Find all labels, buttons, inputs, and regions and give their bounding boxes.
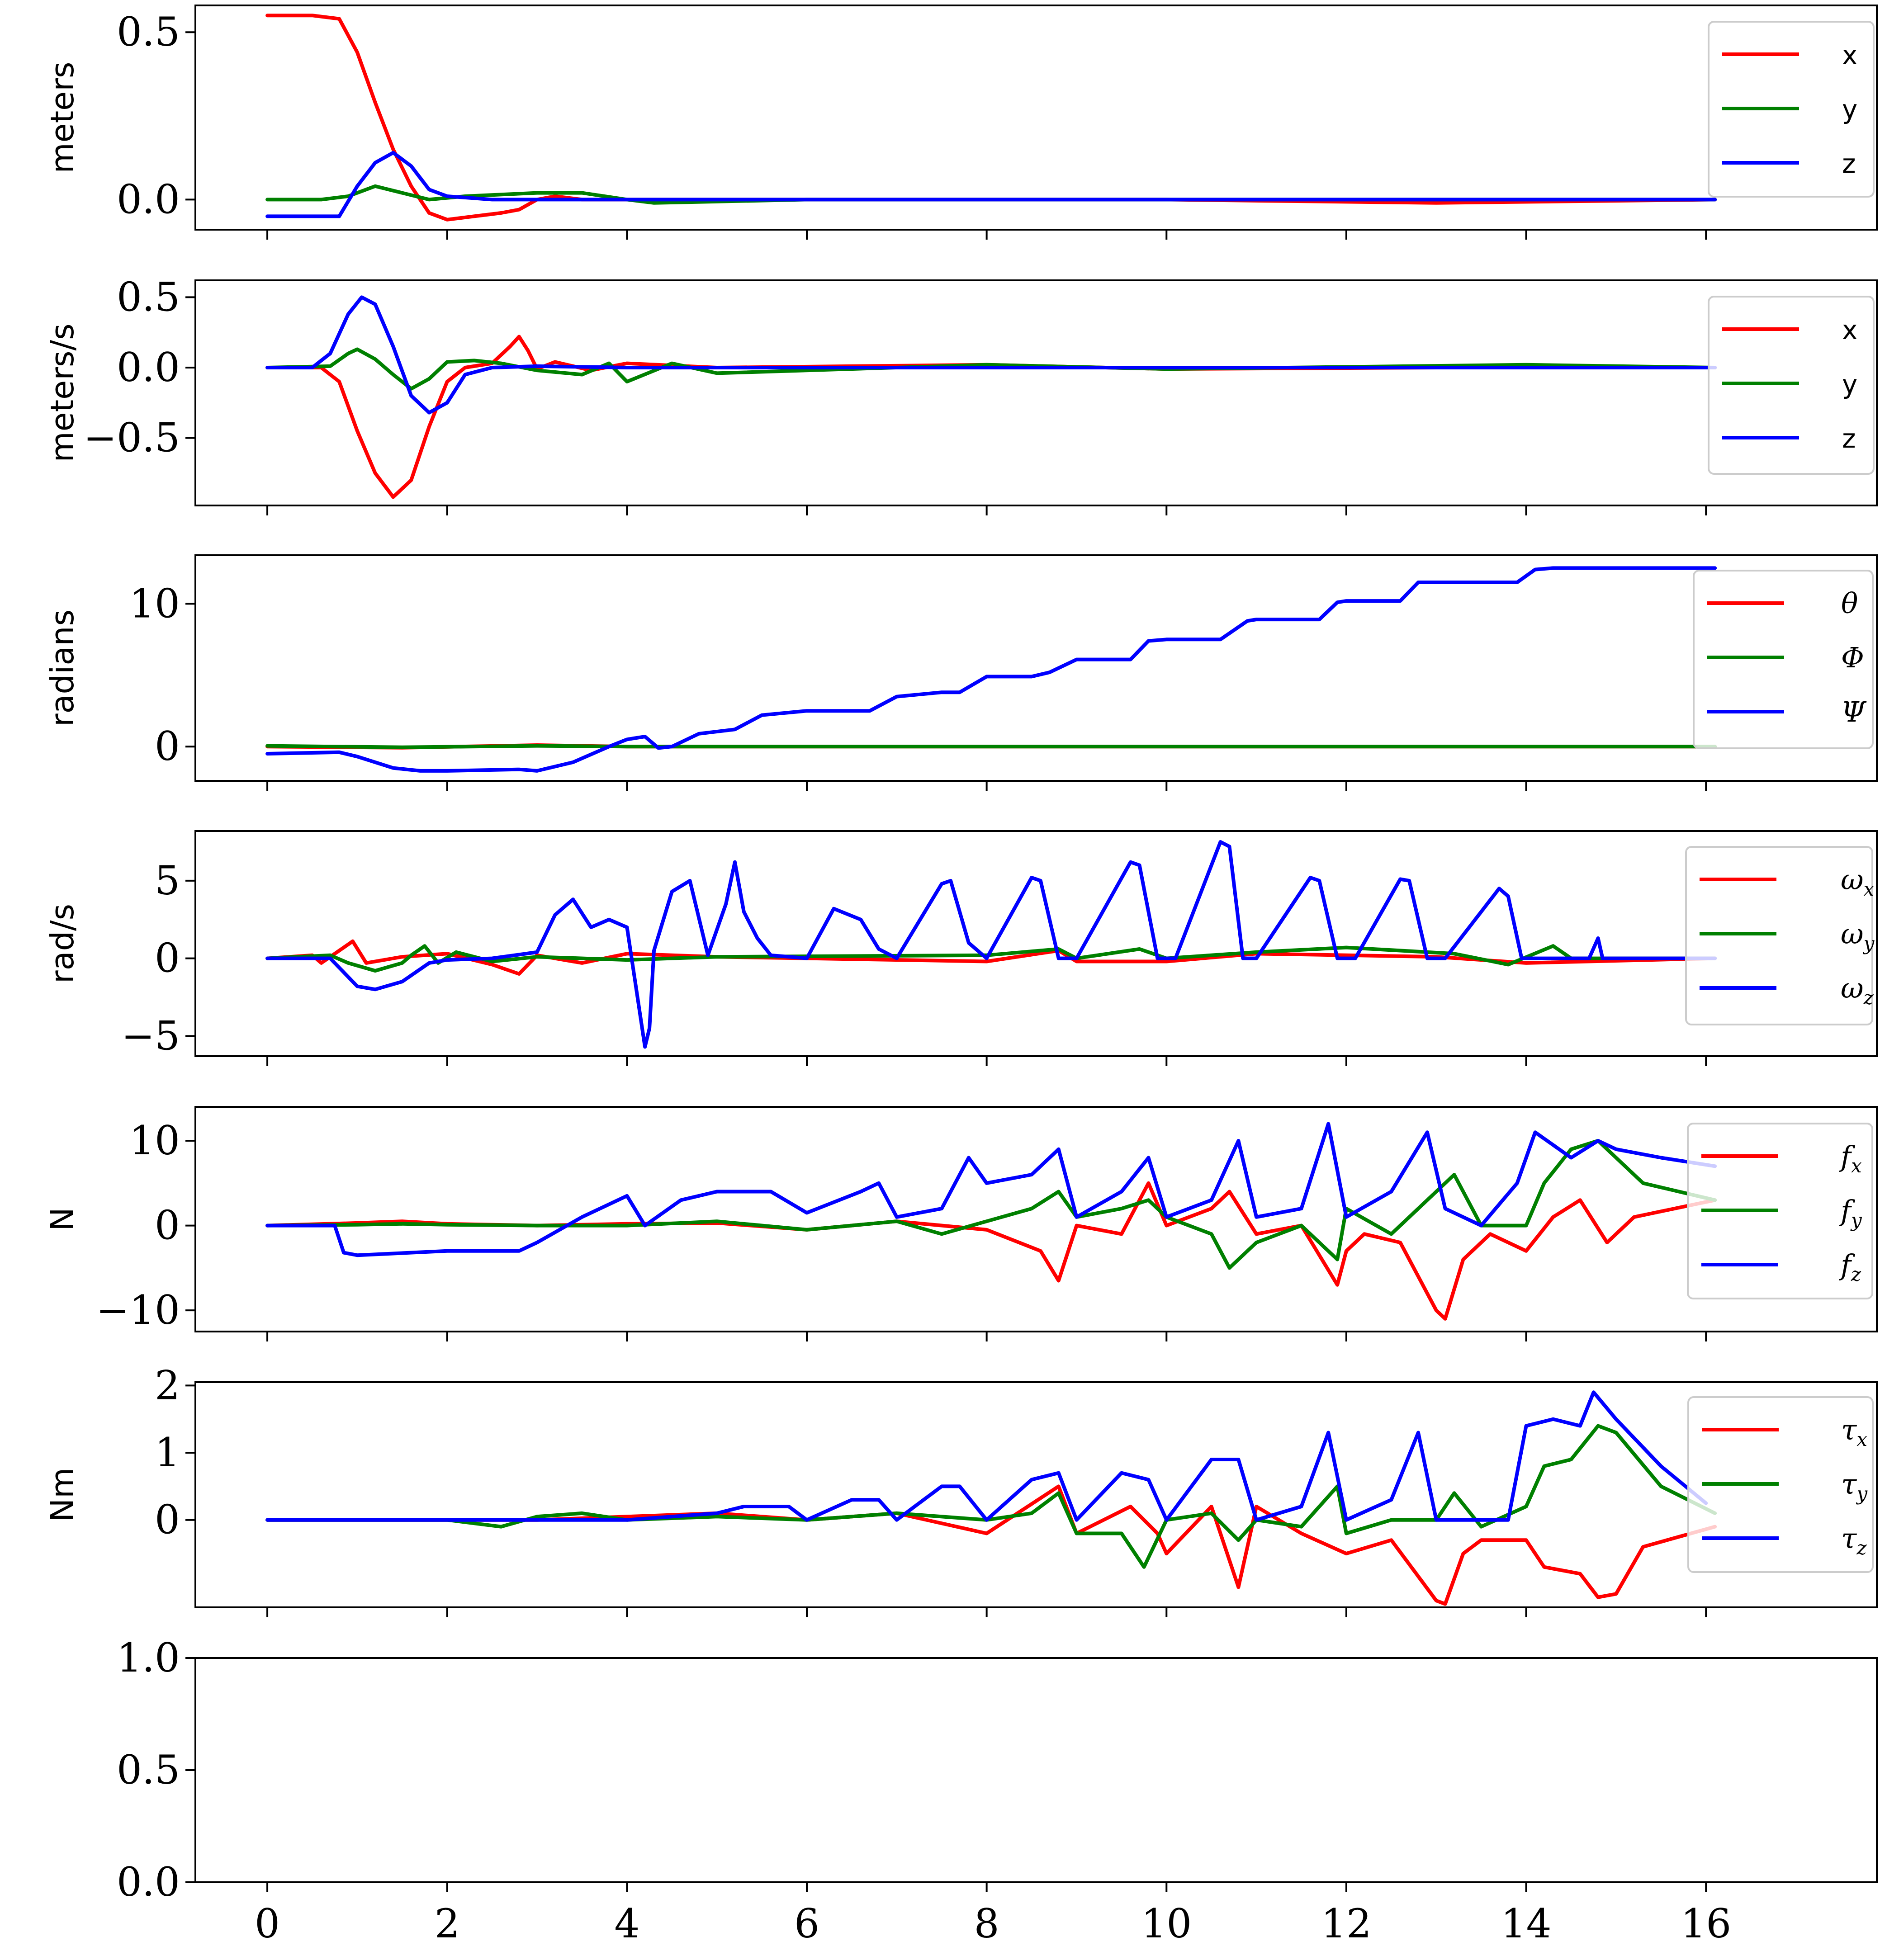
plot-area <box>265 566 1717 773</box>
plot-area <box>265 14 1717 222</box>
y-tick-label: 0.5 <box>117 9 180 55</box>
x-tick-label: 0 <box>255 1900 280 1947</box>
axes-frame <box>194 554 1878 782</box>
subplot-3: 0 10 radians θΦΨ <box>44 554 1878 791</box>
y-axis-label: meters <box>44 61 81 173</box>
y-tick-label: −10 <box>96 1287 180 1333</box>
subplot-1: 0.0 0.5 meters xyz <box>44 5 1878 240</box>
legend-label: τz <box>1841 1522 1867 1559</box>
legend-label: τx <box>1841 1413 1867 1450</box>
series-line-5-2 <box>265 1139 1717 1270</box>
legend: xyz <box>1708 296 1875 475</box>
legend-label: ωz <box>1841 972 1874 1009</box>
axes-frame <box>194 1381 1878 1608</box>
x-tick-label: 8 <box>974 1900 999 1947</box>
legend-label: z <box>1842 148 1856 179</box>
y-tick-label: 0.5 <box>117 1747 180 1793</box>
y-tick-label: 10 <box>129 1117 180 1164</box>
legend-label: Ψ <box>1841 695 1867 728</box>
legend: xyz <box>1708 21 1875 198</box>
plot-area <box>265 840 1717 1049</box>
y-axis-label: rad/s <box>44 904 81 983</box>
legend-label: θ <box>1841 587 1858 620</box>
y-axis-label: meters/s <box>44 323 81 462</box>
series-line-6-3 <box>265 1390 1708 1522</box>
legend: τx τy τz <box>1687 1396 1874 1573</box>
y-tick-label: 1 <box>155 1429 180 1476</box>
x-tick-label: 14 <box>1501 1900 1552 1947</box>
legend-box <box>1685 846 1873 1025</box>
legend-label: ωy <box>1841 917 1875 954</box>
y-tick-label: 10 <box>129 580 180 627</box>
legend-label: ωx <box>1841 863 1875 900</box>
series-line-4-3 <box>265 840 1717 1049</box>
legend-box <box>1687 1396 1874 1573</box>
legend-label: x <box>1842 40 1857 71</box>
y-tick-label: −5 <box>121 1012 180 1059</box>
subplot-4: −5 0 5 rad/s ωx ωy ωz <box>44 830 1878 1066</box>
x-tick-label: 2 <box>435 1900 460 1947</box>
x-tick-label: 16 <box>1681 1900 1731 1947</box>
subplot-6: 0 1 2 Nm τx τy τz <box>44 1362 1878 1617</box>
plot-area <box>265 295 1717 499</box>
plot-area <box>265 1390 1717 1606</box>
series-line-6-2 <box>265 1424 1717 1569</box>
legend-label: y <box>1842 94 1857 125</box>
legend-label: Φ <box>1841 641 1864 674</box>
legend-label: y <box>1842 369 1857 400</box>
series-line-6-1 <box>265 1484 1717 1606</box>
legend-label: τy <box>1841 1468 1868 1505</box>
y-axis-label: Nm <box>44 1468 81 1522</box>
x-tick-label: 12 <box>1321 1900 1372 1947</box>
x-tick-label: 4 <box>614 1900 639 1947</box>
series-line-4-2 <box>265 944 1717 973</box>
series-line-2-3 <box>265 295 1717 415</box>
legend: θΦΨ <box>1693 570 1874 749</box>
series-line-3-2 <box>265 744 1717 749</box>
axes-frame <box>194 1106 1878 1332</box>
axes-frame <box>194 830 1878 1057</box>
series-line-3-3 <box>265 566 1717 773</box>
y-tick-label: 1.0 <box>117 1634 180 1681</box>
y-axis-label: radians <box>44 609 81 727</box>
legend: ωx ωy ωz <box>1685 846 1875 1025</box>
y-tick-label: 0.0 <box>117 1859 180 1905</box>
y-axis-label: N <box>44 1207 81 1231</box>
plot-area <box>265 1122 1717 1321</box>
y-tick-label: 0 <box>155 1497 180 1543</box>
y-tick-label: 2 <box>155 1362 180 1408</box>
legend-box <box>1693 570 1874 749</box>
series-line-5-3 <box>265 1122 1717 1257</box>
axes-frame <box>194 279 1878 506</box>
x-tick-label: 10 <box>1141 1900 1192 1947</box>
legend-box <box>1687 1123 1873 1299</box>
x-tick-label: 6 <box>794 1900 819 1947</box>
legend-label: z <box>1842 423 1856 454</box>
series-line-1-3 <box>265 151 1717 218</box>
subplot-2: −0.5 0.0 0.5 meters/s xyz <box>44 274 1878 515</box>
y-tick-label: 5 <box>155 857 180 904</box>
legend-label: x <box>1842 315 1857 345</box>
y-tick-label: 0 <box>155 723 180 770</box>
y-tick-label: 0.0 <box>117 344 180 391</box>
series-line-1-1 <box>265 14 1717 222</box>
y-tick-label: 0 <box>155 1202 180 1249</box>
y-tick-label: −0.5 <box>83 415 180 461</box>
axes-frame <box>194 5 1878 231</box>
subplot-7: 0.0 0.5 1.0 0 2 4 6 8 10 12 14 16 <box>117 1634 1878 1947</box>
y-tick-label: 0.5 <box>117 274 180 320</box>
axes-frame <box>194 1657 1878 1883</box>
y-tick-label: 0 <box>155 935 180 982</box>
y-tick-label: 0.0 <box>117 176 180 222</box>
